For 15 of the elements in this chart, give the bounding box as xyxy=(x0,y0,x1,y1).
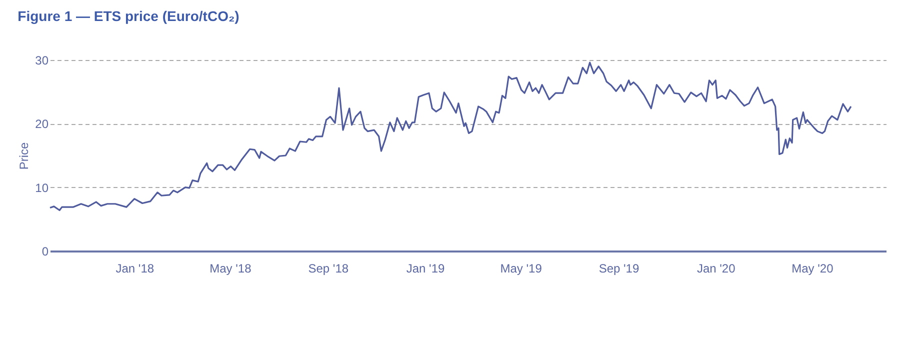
x-tick-label: Sep '19 xyxy=(598,262,640,276)
x-tick-label: Jan '20 xyxy=(696,262,736,276)
chart-title: Figure 1 — ETS price (Euro/tCO₂) xyxy=(18,8,240,24)
x-tick-label: May '19 xyxy=(500,262,542,276)
y-axis-title: Price xyxy=(17,142,32,170)
x-tick-label: May '18 xyxy=(210,262,252,276)
x-tick-label: Jan '18 xyxy=(116,262,154,276)
x-tick-label: Sep '18 xyxy=(308,262,349,276)
x-tick-label: Jan '19 xyxy=(406,262,445,276)
y-tick-label: 10 xyxy=(35,180,49,195)
line-series xyxy=(49,62,852,212)
y-tick-label: 0 xyxy=(42,244,49,258)
y-tick-label: 20 xyxy=(35,117,49,132)
x-tick-label: May '20 xyxy=(792,262,834,276)
y-tick-label: 30 xyxy=(35,54,49,68)
